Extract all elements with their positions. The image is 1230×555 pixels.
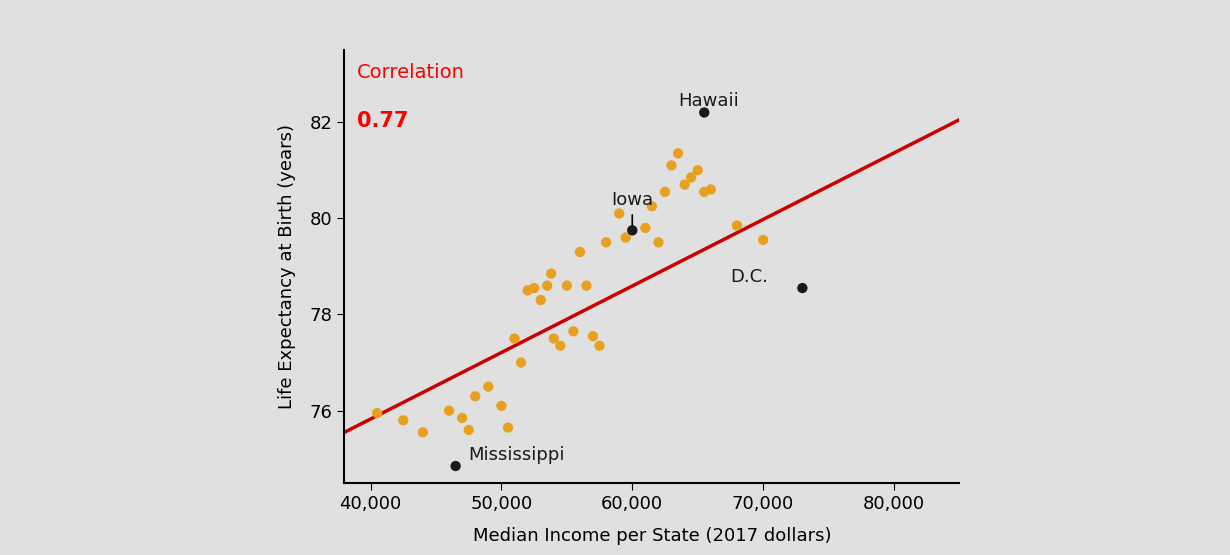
Point — [541, 269, 561, 278]
Point — [792, 284, 812, 292]
Point — [583, 332, 603, 341]
Point — [524, 284, 544, 292]
Point — [498, 423, 518, 432]
Point — [368, 408, 387, 417]
Point — [656, 188, 675, 196]
Point — [688, 166, 707, 175]
Point — [577, 281, 597, 290]
Point — [589, 341, 609, 350]
Point — [642, 202, 662, 211]
Text: 0.77: 0.77 — [357, 110, 408, 130]
Point — [569, 248, 589, 256]
Point — [551, 341, 571, 350]
Point — [622, 226, 642, 235]
Point — [445, 462, 465, 471]
Text: Mississippi: Mississippi — [469, 446, 566, 463]
Point — [597, 238, 616, 247]
Point — [413, 428, 433, 437]
Point — [465, 392, 485, 401]
X-axis label: Median Income per State (2017 dollars): Median Income per State (2017 dollars) — [472, 527, 831, 544]
Point — [518, 286, 538, 295]
Point — [662, 161, 681, 170]
Text: D.C.: D.C. — [731, 268, 769, 286]
Text: Hawaii: Hawaii — [678, 92, 739, 110]
Point — [753, 235, 772, 244]
Point — [478, 382, 498, 391]
Point — [622, 226, 642, 235]
Point — [394, 416, 413, 425]
Point — [609, 209, 629, 218]
Point — [557, 281, 577, 290]
Y-axis label: Life Expectancy at Birth (years): Life Expectancy at Birth (years) — [278, 124, 296, 409]
Point — [701, 185, 721, 194]
Text: Correlation: Correlation — [357, 63, 465, 82]
Point — [544, 334, 563, 343]
Point — [695, 108, 715, 117]
Point — [459, 426, 478, 435]
Point — [727, 221, 747, 230]
Point — [616, 233, 636, 242]
Point — [695, 188, 715, 196]
Point — [675, 180, 695, 189]
Point — [563, 327, 583, 336]
Text: Iowa: Iowa — [611, 191, 653, 209]
Point — [538, 281, 557, 290]
Point — [439, 406, 459, 415]
Point — [668, 149, 688, 158]
Point — [512, 358, 531, 367]
Point — [504, 334, 524, 343]
Point — [531, 296, 551, 305]
Point — [492, 401, 512, 410]
Point — [636, 224, 656, 233]
Point — [453, 413, 472, 422]
Point — [681, 173, 701, 182]
Point — [648, 238, 668, 247]
